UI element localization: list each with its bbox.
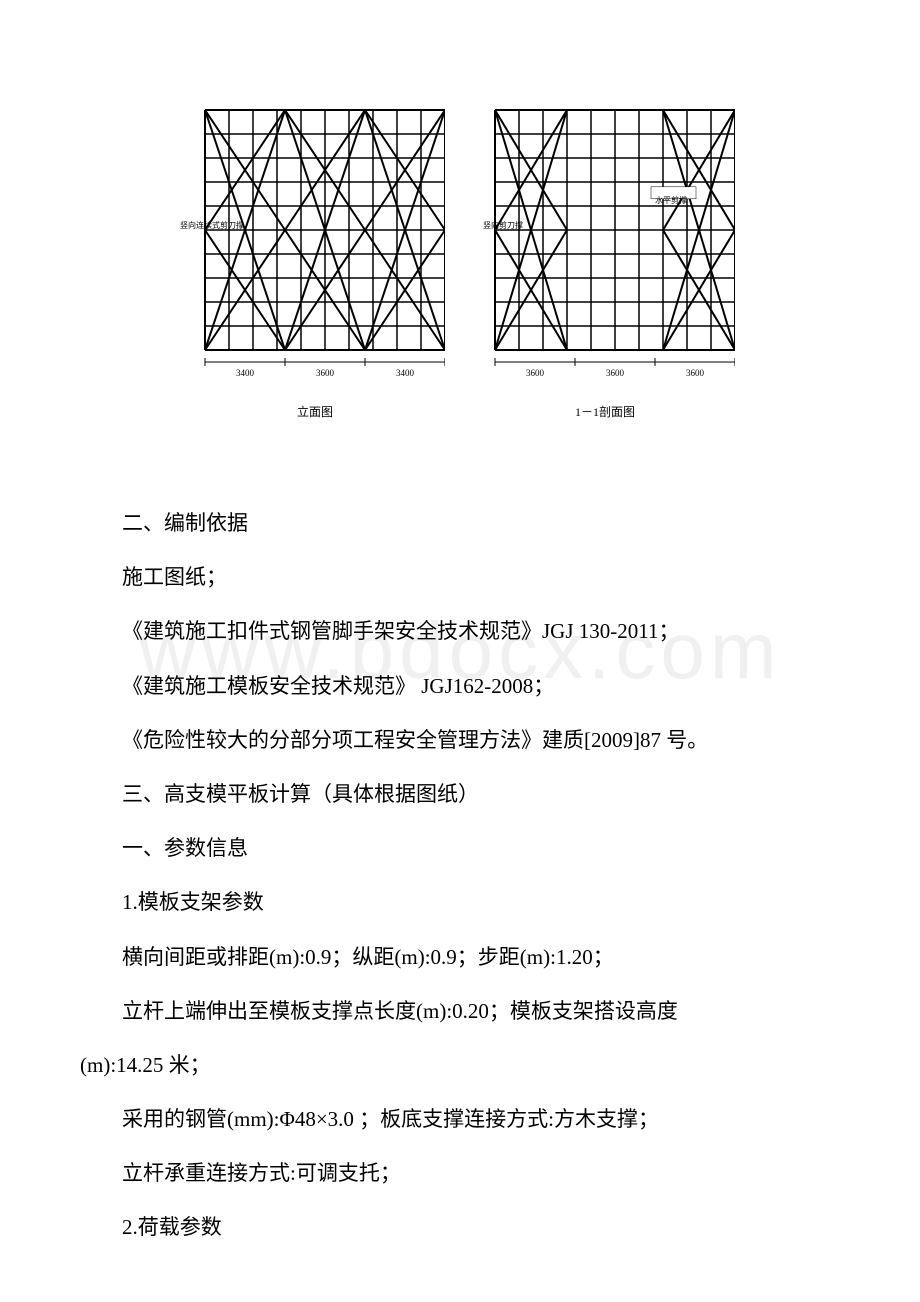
text-spacing: 横向间距或排距(m):0.9；纵距(m):0.9；步距(m):1.20；: [80, 934, 840, 980]
svg-text:3400: 3400: [236, 368, 255, 378]
text-drawings: 施工图纸；: [80, 554, 840, 600]
diagram-right-caption: 1－1剖面图: [575, 403, 635, 420]
diagram-right-inner-label: 水平剪撑: [655, 195, 687, 206]
svg-text:3600: 3600: [686, 368, 705, 378]
diagram-right-wrapper: 3600 3600 3600 竖向剪刀撑 水平剪撑 1－1剖面图: [475, 100, 735, 420]
text-pole-height-2: (m):14.25 米；: [80, 1042, 840, 1088]
text-pole-height-1: 立杆上端伸出至模板支撑点长度(m):0.20；模板支架搭设高度: [80, 988, 840, 1034]
diagram-left: 3400 3600 3400: [185, 100, 445, 390]
diagram-right-side-label: 竖向剪刀撑: [483, 220, 523, 231]
diagram-right: 3600 3600 3600: [475, 100, 735, 390]
heading-parameters: 一、参数信息: [80, 825, 840, 871]
heading-formwork-params: 1.模板支架参数: [80, 879, 840, 925]
text-spec-jgj162: 《建筑施工模板安全技术规范》 JGJ162-2008；: [80, 663, 840, 709]
diagram-left-caption: 立面图: [297, 403, 333, 420]
content-section: 二、编制依据 施工图纸； 《建筑施工扣件式钢管脚手架安全技术规范》JGJ 130…: [80, 500, 840, 1251]
text-steel-pipe: 采用的钢管(mm):Φ48×3.0 ；板底支撑连接方式:方木支撑；: [80, 1096, 840, 1142]
heading-basis: 二、编制依据: [80, 500, 840, 546]
text-spec-jianzhi: 《危险性较大的分部分项工程安全管理方法》建质[2009]87 号。: [80, 717, 840, 763]
text-connection: 立杆承重连接方式:可调支托；: [80, 1150, 840, 1196]
heading-load-params: 2.荷载参数: [80, 1204, 840, 1250]
diagram-left-wrapper: 340036003400 竖向连续式剪刀撑 立面图: [185, 100, 445, 420]
svg-text:3600: 3600: [526, 368, 545, 378]
svg-text:3400: 3400: [396, 368, 415, 378]
diagram-left-side-label: 竖向连续式剪刀撑: [180, 220, 244, 231]
diagrams-container: 3400 3600 3400 竖向连续式剪刀撑 立面图 3600 3600 3600 竖…: [80, 100, 840, 420]
svg-text:3600: 3600: [316, 368, 335, 378]
heading-calculation: 三、高支模平板计算（具体根据图纸）: [80, 771, 840, 817]
text-spec-jgj130: 《建筑施工扣件式钢管脚手架安全技术规范》JGJ 130-2011；: [80, 608, 840, 654]
svg-text:3600: 3600: [606, 368, 625, 378]
